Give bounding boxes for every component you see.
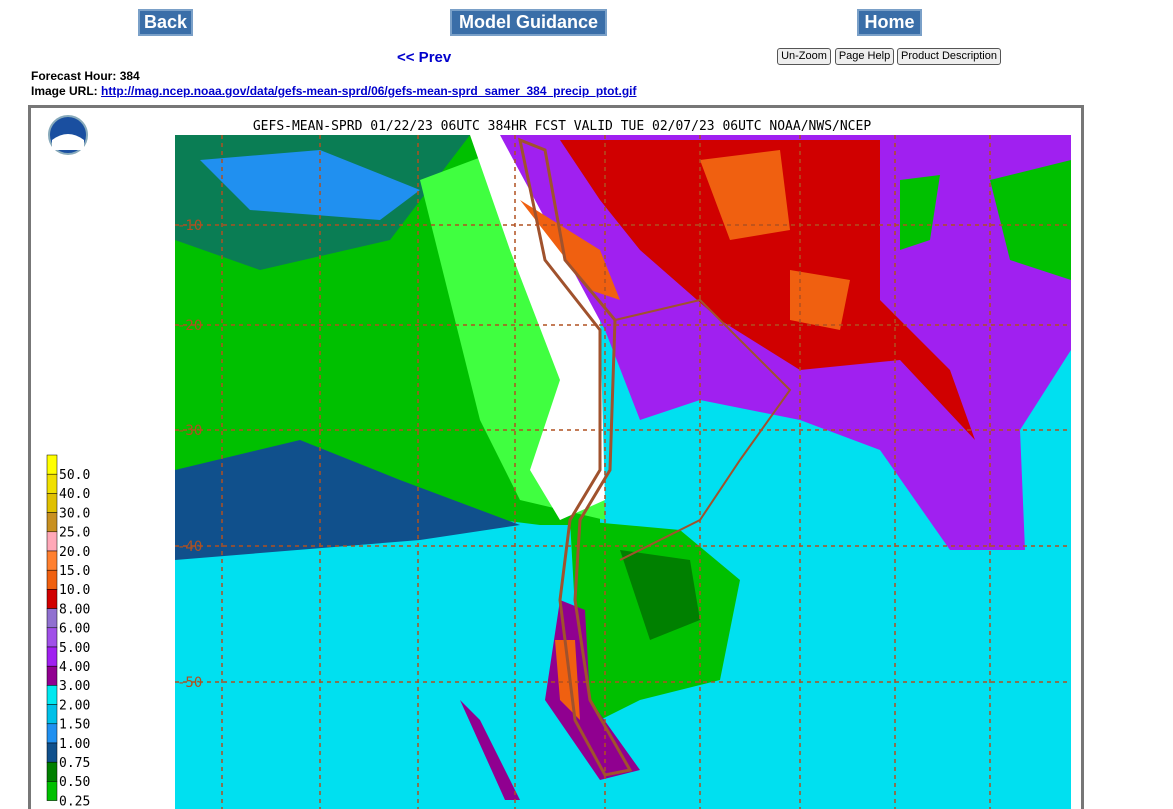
legend-swatch bbox=[46, 454, 58, 475]
legend-label: 5.00 bbox=[59, 641, 90, 656]
model-guidance-button[interactable]: Model Guidance bbox=[450, 9, 607, 36]
legend-label: 30.0 bbox=[59, 506, 90, 521]
legend-label: 2.00 bbox=[59, 698, 90, 713]
logo-gull bbox=[52, 134, 84, 150]
back-button[interactable]: Back bbox=[138, 9, 193, 36]
legend-swatch bbox=[46, 742, 58, 763]
legend-swatch bbox=[46, 723, 58, 744]
legend-swatch bbox=[46, 627, 58, 648]
legend-swatch bbox=[46, 761, 58, 782]
legend-label: 4.00 bbox=[59, 660, 90, 675]
product-description-button[interactable]: Product Description bbox=[897, 48, 1001, 65]
label: Forecast Hour: bbox=[31, 69, 117, 83]
legend-swatch bbox=[46, 646, 58, 667]
legend-swatch bbox=[46, 493, 58, 513]
forecast-map: GEFS-MEAN-SPRD 01/22/23 06UTC 384HR FCST… bbox=[28, 105, 1084, 809]
legend-label: 1.50 bbox=[59, 718, 90, 733]
legend-label: 8.00 bbox=[59, 602, 90, 617]
lat-label: -30 bbox=[177, 423, 202, 439]
legend-label: 25.0 bbox=[59, 526, 90, 541]
legend-label: 3.00 bbox=[59, 679, 90, 694]
legend-swatch bbox=[46, 665, 58, 686]
legend-label: 40.0 bbox=[59, 487, 90, 502]
url-link[interactable]: http://mag.ncep.noaa.gov/data/gefs-mean-… bbox=[101, 84, 637, 98]
legend-label: 20.0 bbox=[59, 545, 90, 560]
legend-swatch bbox=[46, 473, 58, 494]
value: 384 bbox=[119, 69, 140, 83]
home-button[interactable]: Home bbox=[857, 9, 922, 36]
legend-label: 10.0 bbox=[59, 583, 90, 598]
legend-swatch bbox=[46, 589, 58, 609]
label: Image URL: bbox=[31, 84, 98, 98]
legend-label: 1.00 bbox=[59, 737, 90, 752]
legend-swatch bbox=[46, 531, 58, 552]
legend-swatch bbox=[46, 704, 58, 725]
unzoom-button[interactable]: Un-Zoom bbox=[777, 48, 831, 65]
prev-link[interactable]: << Prev bbox=[397, 49, 452, 66]
lat-label: -20 bbox=[177, 318, 202, 334]
lat-lon-grid bbox=[175, 135, 1071, 809]
legend-label: 15.0 bbox=[59, 564, 90, 579]
legend-label: 0.25 bbox=[59, 794, 90, 809]
forecast-hour: Forecast Hour: 384 bbox=[31, 69, 140, 83]
map-title: GEFS-MEAN-SPRD 01/22/23 06UTC 384HR FCST… bbox=[253, 119, 871, 134]
lat-label: -50 bbox=[177, 675, 202, 691]
page-help-button[interactable]: Page Help bbox=[835, 48, 894, 65]
map-field bbox=[175, 135, 1071, 809]
lat-label: -40 bbox=[177, 539, 202, 555]
legend-label: 6.00 bbox=[59, 622, 90, 637]
legend-label: 0.75 bbox=[59, 756, 90, 771]
legend-swatch bbox=[46, 608, 58, 629]
image-url: Image URL: http://mag.ncep.noaa.gov/data… bbox=[31, 84, 637, 98]
lat-label: -10 bbox=[177, 218, 202, 234]
legend-swatch bbox=[46, 550, 58, 571]
legend-swatch bbox=[46, 512, 58, 533]
legend-swatch bbox=[46, 569, 58, 590]
legend-swatch bbox=[46, 685, 58, 705]
legend-label: 50.0 bbox=[59, 468, 90, 483]
legend-label: 0.50 bbox=[59, 775, 90, 790]
legend-swatch bbox=[46, 781, 58, 801]
